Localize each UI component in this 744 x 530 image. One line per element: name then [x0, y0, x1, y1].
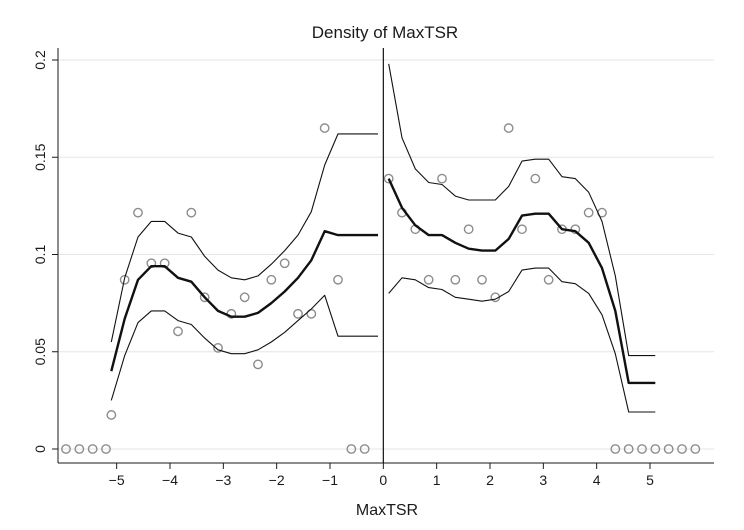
series-fit-right [387, 178, 656, 385]
data-point-42 [623, 444, 634, 454]
x-tick-label-6: 1 [433, 472, 441, 488]
x-tick-label-3: −2 [269, 472, 285, 488]
data-point-12 [213, 342, 223, 353]
data-point-41 [610, 444, 621, 454]
series-ci-upper-right [388, 63, 656, 357]
data-point-10 [186, 207, 197, 218]
data-point-47 [690, 444, 701, 454]
x-tick-label-0: −5 [109, 472, 125, 488]
data-point-17 [279, 258, 290, 269]
series-ci-upper-left [110, 133, 378, 343]
data-point-30 [463, 224, 474, 235]
data-point-9 [173, 326, 183, 337]
data-point-33 [503, 123, 514, 133]
data-point-6 [133, 207, 143, 218]
data-point-1 [74, 444, 85, 454]
x-tick-label-9: 4 [593, 472, 601, 488]
x-tick-label-10: 5 [646, 472, 654, 488]
x-tick-label-1: −4 [162, 472, 178, 488]
axes: 0 0.05 0.1 0.15 0.2 −5 −4 −3 −2 −1 0 1 2 3 4 5 [32, 48, 714, 488]
x-tick-label-8: 3 [539, 472, 547, 488]
data-point-43 [637, 444, 647, 454]
series-fit-left [110, 229, 378, 372]
y-tick-label-1: 0.05 [32, 338, 48, 365]
data-point-15 [253, 359, 263, 370]
x-tick-label-5: 0 [379, 472, 387, 488]
data-point-11 [199, 292, 210, 303]
y-tick-label-0: 0 [32, 445, 48, 453]
data-point-0 [61, 444, 71, 454]
data-point-35 [530, 173, 541, 184]
data-point-27 [423, 274, 434, 285]
data-point-24 [383, 173, 394, 184]
data-point-39 [583, 207, 594, 218]
data-point-21 [333, 274, 343, 285]
data-point-4 [106, 410, 117, 420]
y-tick-label-4: 0.2 [32, 50, 48, 70]
data-point-2 [87, 444, 98, 454]
y-tick-label-3: 0.15 [32, 143, 48, 170]
data-point-36 [543, 274, 554, 285]
series-ci-lower-right [388, 267, 656, 413]
data-point-18 [293, 308, 303, 319]
data-point-31 [477, 274, 487, 285]
data-point-38 [570, 224, 581, 235]
data-point-14 [239, 292, 250, 303]
x-tick-label-7: 2 [486, 472, 494, 488]
data-point-29 [450, 274, 461, 285]
x-tick-label-4: −1 [322, 472, 338, 488]
data-point-5 [119, 274, 130, 285]
data-point-44 [650, 444, 661, 454]
data-point-46 [677, 444, 687, 454]
gridlines [58, 59, 714, 450]
data-point-3 [101, 444, 111, 454]
data-point-28 [437, 173, 447, 184]
x-axis-title: MaxTSR [356, 502, 418, 519]
series-ci-lower-left [110, 294, 378, 401]
chart-marks [61, 48, 701, 463]
data-point-20 [319, 123, 330, 133]
data-point-34 [517, 224, 527, 235]
data-point-45 [663, 444, 674, 454]
data-point-16 [266, 274, 277, 285]
data-point-22 [346, 444, 357, 454]
x-tick-label-2: −3 [215, 472, 231, 488]
data-point-23 [359, 444, 370, 454]
y-tick-label-2: 0.1 [32, 245, 48, 265]
chart-title: Density of MaxTSR [312, 23, 458, 42]
